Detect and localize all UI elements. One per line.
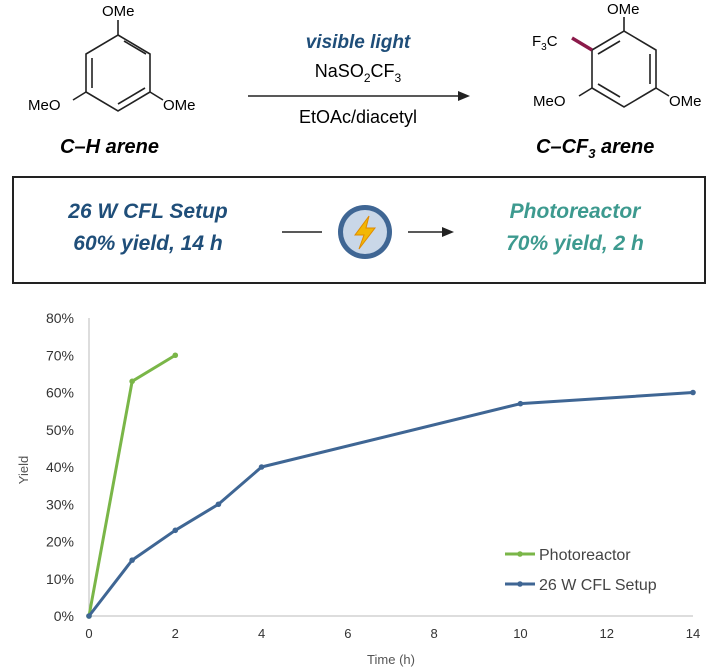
y-tick-label: 0% — [54, 608, 74, 624]
reactant-molecule — [72, 20, 164, 112]
series-line-0 — [87, 353, 177, 617]
y-tick-label: 30% — [46, 496, 74, 512]
legend-marker — [517, 551, 523, 557]
data-point — [129, 557, 135, 563]
chart-series — [86, 352, 696, 619]
reactant-ome-right: OMe — [163, 97, 196, 114]
data-point — [172, 352, 179, 359]
cfl-title: 26 W CFL Setup — [68, 200, 228, 223]
y-tick-label: 70% — [46, 347, 74, 363]
cfl-result: 60% yield, 14 h — [73, 232, 223, 255]
condition-solvent: EtOAc/diacetyl — [299, 107, 417, 127]
data-point — [86, 613, 92, 619]
legend-label: 26 W CFL Setup — [539, 577, 657, 594]
reactant-label: C–H arene — [60, 136, 159, 158]
data-point — [215, 501, 222, 508]
photoreactor-title: Photoreactor — [509, 200, 641, 223]
reactant-ome-left: MeO — [28, 97, 61, 114]
y-tick-label: 80% — [46, 310, 74, 326]
y-tick-label: 60% — [46, 385, 74, 401]
x-tick-label: 6 — [344, 626, 351, 641]
product-cf3: F3C — [532, 33, 558, 53]
cf3-bond — [571, 36, 593, 52]
product-ome-top: OMe — [607, 1, 640, 18]
chart-legend: Photoreactor 26 W CFL Setup — [505, 547, 657, 594]
x-axis-label: Time (h) — [367, 652, 415, 667]
comparison-box — [12, 176, 706, 284]
x-tick-label: 14 — [686, 626, 700, 641]
chart-axes: 0% 10% 20% 30% 40% 50% 60% 70% 80% 0 2 4 6 8 10 12 14 — [46, 310, 700, 641]
product-ome-left: MeO — [533, 93, 566, 110]
photoreactor-summary: Photoreactor 70% yield, 2 h — [455, 196, 695, 260]
comparison-arrow — [282, 205, 454, 259]
x-tick-label: 0 — [85, 626, 92, 641]
reactant-ome-top: OMe — [102, 3, 135, 20]
lightning-bolt-icon — [338, 205, 392, 259]
data-point — [517, 400, 524, 407]
product-ome-right: OMe — [669, 93, 702, 110]
cfl-summary: 26 W CFL Setup 60% yield, 14 h — [28, 196, 268, 260]
photoreactor-result: 70% yield, 2 h — [506, 232, 644, 255]
x-tick-label: 4 — [258, 626, 265, 641]
legend-marker — [517, 581, 523, 587]
condition-reagent: NaSO2CF3 — [315, 61, 402, 85]
data-point — [129, 378, 135, 385]
x-tick-label: 8 — [431, 626, 438, 641]
x-tick-label: 12 — [599, 626, 613, 641]
y-tick-label: 40% — [46, 459, 74, 475]
data-point — [172, 527, 179, 534]
y-axis-label: Yield — [16, 456, 31, 484]
product-molecule — [578, 17, 670, 108]
legend-label: Photoreactor — [539, 547, 631, 564]
product-label: C–CF3 arene — [536, 136, 654, 161]
x-tick-label: 10 — [513, 626, 527, 641]
y-tick-label: 20% — [46, 534, 74, 550]
reaction-scheme: OMe MeO OMe C–H arene visible light NaSO… — [28, 1, 702, 161]
y-tick-label: 50% — [46, 422, 74, 438]
y-tick-label: 10% — [46, 571, 74, 587]
yield-chart: 0% 10% 20% 30% 40% 50% 60% 70% 80% 0 2 4 6 8 10 12 14 Ph… — [16, 310, 700, 667]
data-point — [690, 389, 696, 396]
condition-visible-light: visible light — [306, 32, 411, 53]
data-point — [258, 464, 265, 470]
x-tick-label: 2 — [172, 626, 179, 641]
